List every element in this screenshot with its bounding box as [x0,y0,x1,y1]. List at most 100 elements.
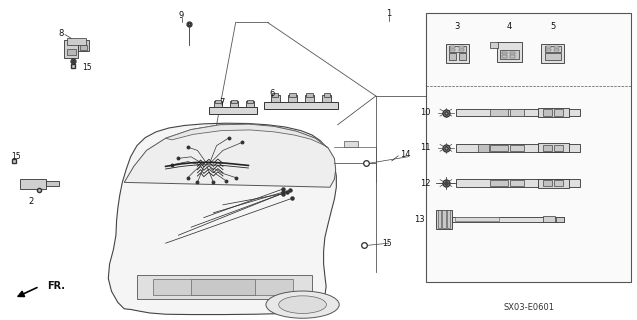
Bar [305,95,314,102]
Bar [231,100,237,103]
Text: 7: 7 [219,98,224,107]
Bar [450,46,455,48]
Bar [490,42,498,48]
Bar [510,109,524,116]
Bar [459,53,466,60]
Polygon shape [124,124,336,187]
Bar [554,180,563,186]
Text: 10: 10 [420,108,431,117]
Polygon shape [153,279,293,295]
Ellipse shape [266,291,339,318]
Bar [449,46,466,52]
Polygon shape [166,124,328,148]
Bar [288,95,297,102]
Bar [46,181,59,186]
Bar [449,53,456,60]
Bar [436,210,452,229]
Bar [543,180,552,186]
Bar [230,101,238,107]
Bar [20,179,46,189]
Text: 6: 6 [269,89,275,98]
Bar [478,144,489,152]
Bar [450,49,455,51]
Text: 4: 4 [507,22,512,31]
Bar [67,38,86,45]
Bar [538,143,569,152]
Bar [545,53,561,60]
Text: 12: 12 [420,179,431,188]
Bar [78,40,89,51]
Bar [271,95,280,102]
Text: 15: 15 [11,152,21,161]
Bar [543,216,555,222]
Text: 8: 8 [59,29,64,38]
Bar [490,180,508,186]
Bar [215,100,221,103]
Bar [541,44,564,63]
Bar [546,46,551,48]
Bar [459,46,464,48]
Bar [456,144,580,152]
Bar [344,141,358,147]
Text: FR.: FR. [47,281,65,291]
Polygon shape [137,275,312,299]
Bar [67,49,76,55]
Bar [80,45,87,50]
Bar [324,93,330,97]
Text: 11: 11 [420,143,431,152]
Bar [502,52,507,54]
Bar [510,55,515,58]
Text: 3: 3 [455,22,460,31]
Bar [490,109,508,116]
Bar [322,95,331,102]
Bar [543,109,552,116]
Text: 15: 15 [82,63,92,72]
Text: 9: 9 [179,12,184,20]
Bar [446,44,469,63]
Bar [247,100,253,103]
Bar [543,145,552,151]
Bar [538,108,569,117]
Bar [447,210,450,228]
Bar [497,42,522,62]
Bar [456,109,580,116]
Text: SX03-E0601: SX03-E0601 [503,303,554,312]
Bar [438,210,441,228]
Bar [554,109,563,116]
Bar [500,50,519,59]
Bar [209,107,257,114]
Bar [554,49,559,51]
Bar [214,101,222,107]
Bar [554,145,563,151]
Bar [510,180,524,186]
Bar [289,93,296,97]
Text: 14: 14 [400,150,410,159]
Bar [306,93,313,97]
Bar [246,101,254,107]
Polygon shape [108,123,336,315]
Bar [510,52,515,54]
Bar [546,49,551,51]
Polygon shape [191,279,255,295]
Bar [556,217,564,222]
Bar [490,145,508,151]
Bar [455,217,499,221]
Bar [442,210,446,228]
Text: 5: 5 [550,22,555,31]
Bar [510,145,524,151]
Bar [452,217,564,222]
Bar [502,55,507,58]
Text: 2: 2 [28,197,33,206]
Ellipse shape [279,296,326,314]
Text: 15: 15 [382,239,392,248]
Text: 1: 1 [386,9,391,18]
Bar [459,49,464,51]
Bar [554,46,559,48]
Bar [538,179,569,188]
Bar [426,13,631,282]
Bar [272,93,278,97]
Bar [545,46,561,52]
Bar [456,179,580,187]
Text: 13: 13 [414,215,425,224]
Bar [64,40,78,58]
